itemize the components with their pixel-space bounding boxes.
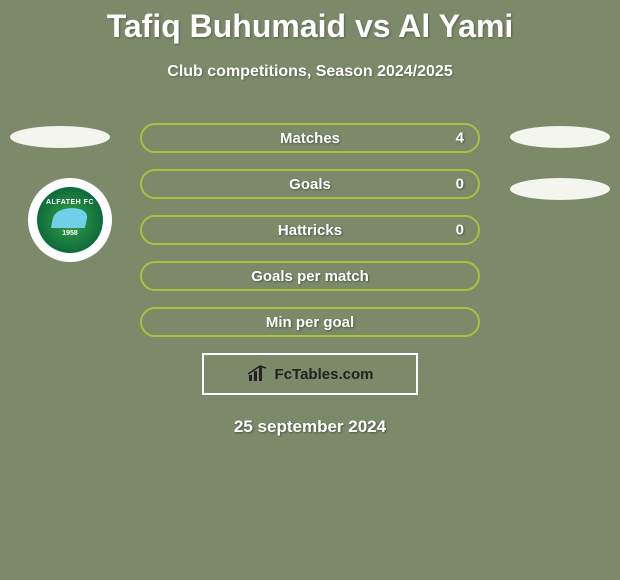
stat-row-hattricks: Hattricks 0 [140, 215, 480, 245]
club-crest: ALFATEH FC 1958 [28, 178, 112, 262]
page-title: Tafiq Buhumaid vs Al Yami [0, 0, 620, 45]
placeholder-ellipse-right-top [510, 126, 610, 148]
subtitle: Club competitions, Season 2024/2025 [0, 63, 620, 81]
stat-label: Hattricks [278, 222, 342, 239]
placeholder-ellipse-right-bottom [510, 178, 610, 200]
club-crest-inner: ALFATEH FC 1958 [37, 187, 103, 253]
crest-bottom-text: 1958 [62, 230, 78, 237]
crest-swoosh-icon [51, 208, 89, 228]
stat-label: Min per goal [266, 314, 354, 331]
crest-top-text: ALFATEH FC [46, 199, 94, 206]
stat-value: 0 [456, 222, 464, 239]
stat-row-goals-per-match: Goals per match [140, 261, 480, 291]
placeholder-ellipse-left-top [10, 126, 110, 148]
date-text: 25 september 2024 [0, 417, 620, 437]
stat-row-matches: Matches 4 [140, 123, 480, 153]
bar-chart-icon [247, 365, 269, 383]
stat-label: Matches [280, 130, 340, 147]
stat-row-min-per-goal: Min per goal [140, 307, 480, 337]
footer-brand-text: FcTables.com [275, 366, 374, 383]
stat-row-goals: Goals 0 [140, 169, 480, 199]
stat-value: 0 [456, 176, 464, 193]
stat-label: Goals per match [251, 268, 369, 285]
stat-label: Goals [289, 176, 331, 193]
stat-value: 4 [456, 130, 464, 147]
footer-brand-box: FcTables.com [202, 353, 418, 395]
